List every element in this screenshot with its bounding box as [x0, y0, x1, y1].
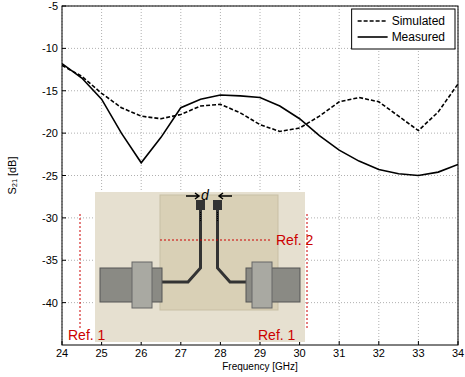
legend-swatch	[358, 20, 388, 22]
tick-label: -35	[42, 254, 58, 266]
d-guide	[200, 212, 201, 222]
tick-label: 29	[254, 347, 266, 359]
tick-label: -5	[48, 0, 58, 12]
tick-label: -20	[42, 127, 58, 139]
legend: Simulated Measured	[352, 9, 455, 49]
d-guide	[217, 212, 218, 222]
photo-background	[95, 192, 305, 342]
tick-label: 31	[333, 347, 345, 359]
annotation: Ref. 2	[276, 232, 314, 248]
ref-line	[80, 214, 81, 330]
annotation: Ref. 1	[68, 327, 106, 343]
tick-label: 27	[175, 347, 187, 359]
legend-label: Measured	[392, 30, 445, 44]
tick-label: 25	[95, 347, 107, 359]
tick-label: 26	[135, 347, 147, 359]
plot-frame	[62, 6, 458, 345]
board	[160, 195, 278, 310]
tick-label: -15	[42, 85, 58, 97]
tick	[62, 217, 66, 218]
tick-label: 24	[56, 347, 68, 359]
tick-label: 34	[452, 347, 464, 359]
annotation: d	[201, 187, 210, 203]
tick-label: 32	[373, 347, 385, 359]
tick-label: -10	[42, 42, 58, 54]
y-axis-title: S₂₁ [dB]	[6, 157, 18, 195]
d-arrows	[186, 193, 232, 199]
chart: 24 25 26 27 28 29 30 31 32 33 34 -40 -35 -30 -25 -20 -15…	[0, 0, 465, 377]
annotation: Ref. 1	[258, 327, 296, 343]
legend-box	[352, 9, 455, 49]
tick-label: 33	[412, 347, 424, 359]
connector-flange	[132, 262, 152, 308]
tick	[339, 341, 340, 345]
tick	[62, 175, 66, 176]
tick	[62, 133, 66, 134]
tick-label: 30	[293, 347, 305, 359]
tick-label: -25	[42, 170, 58, 182]
tick	[62, 260, 66, 261]
tick-label: -40	[42, 297, 58, 309]
tick-label: -30	[42, 212, 58, 224]
x-axis-title: Frequency [GHz]	[222, 361, 298, 372]
tick	[62, 90, 66, 91]
connector-flange	[252, 262, 272, 308]
series-group	[62, 64, 458, 176]
tick	[418, 341, 419, 345]
ref-line	[160, 240, 272, 241]
grid-line	[378, 6, 379, 345]
tick	[62, 302, 66, 303]
pad	[213, 200, 222, 210]
grid-line	[62, 90, 458, 91]
legend-swatch	[358, 36, 388, 38]
inset-photo	[95, 192, 305, 342]
tick-label: 28	[214, 347, 226, 359]
series-line	[62, 64, 458, 176]
tick	[378, 341, 379, 345]
grid-line	[62, 175, 458, 176]
tick	[62, 48, 66, 49]
connector	[100, 268, 162, 302]
legend-label: Simulated	[392, 14, 445, 28]
